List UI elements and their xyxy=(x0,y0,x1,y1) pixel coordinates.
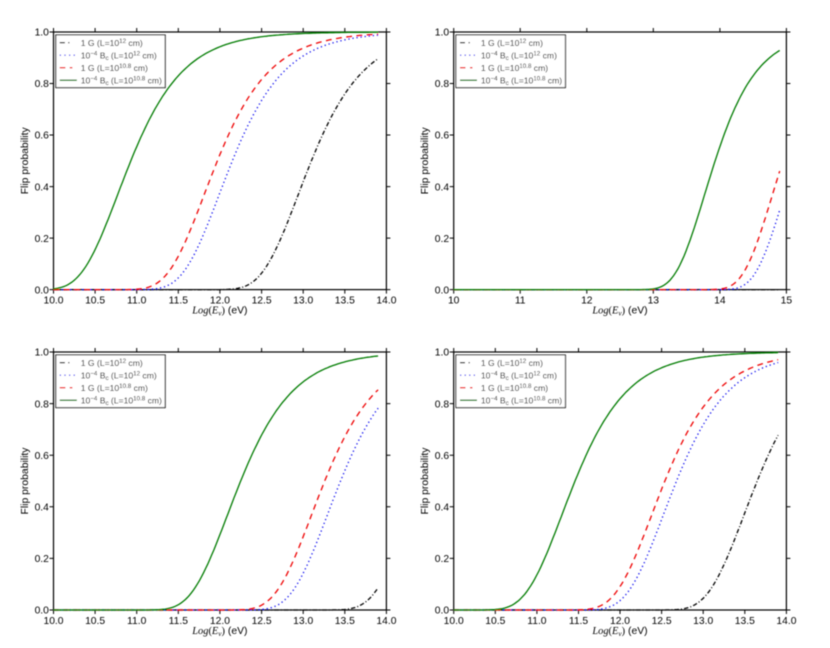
svg-text:13.5: 13.5 xyxy=(735,616,755,627)
svg-text:11.0: 11.0 xyxy=(127,296,147,307)
svg-text:Flip probability: Flip probability xyxy=(20,447,31,515)
svg-text:0.6: 0.6 xyxy=(435,131,450,142)
svg-text:1 G (L=1010.8 cm): 1 G (L=1010.8 cm) xyxy=(481,383,548,393)
svg-text:0.6: 0.6 xyxy=(435,451,450,462)
svg-text:Log(Eν) (eV): Log(Eν) (eV) xyxy=(191,306,247,318)
svg-text:12.5: 12.5 xyxy=(252,296,272,307)
svg-text:12.0: 12.0 xyxy=(210,616,230,627)
svg-text:10.0: 10.0 xyxy=(43,296,63,307)
svg-text:11: 11 xyxy=(515,296,526,307)
svg-text:1.0: 1.0 xyxy=(35,28,50,39)
svg-text:0.4: 0.4 xyxy=(435,182,450,193)
svg-text:10−4 Bc (L=1010.8 cm): 10−4 Bc (L=1010.8 cm) xyxy=(81,395,162,407)
svg-text:1.0: 1.0 xyxy=(435,28,450,39)
svg-text:12.0: 12.0 xyxy=(610,616,630,627)
svg-text:0.0: 0.0 xyxy=(35,285,50,296)
svg-text:14.0: 14.0 xyxy=(376,616,396,627)
svg-text:10.5: 10.5 xyxy=(85,296,105,307)
svg-text:10−4 Bc (L=1012 cm): 10−4 Bc (L=1012 cm) xyxy=(481,50,557,62)
svg-text:Flip probability: Flip probability xyxy=(20,127,31,195)
svg-text:0.0: 0.0 xyxy=(435,285,450,296)
svg-text:14.0: 14.0 xyxy=(776,616,796,627)
svg-text:12.5: 12.5 xyxy=(652,616,672,627)
svg-text:1 G (L=1010.8 cm): 1 G (L=1010.8 cm) xyxy=(81,383,148,393)
svg-text:12.5: 12.5 xyxy=(252,616,272,627)
svg-text:10: 10 xyxy=(448,296,460,307)
svg-text:10.5: 10.5 xyxy=(85,616,105,627)
svg-text:Log(Eν) (eV): Log(Eν) (eV) xyxy=(591,306,647,318)
svg-text:10−4 Bc (L=1012 cm): 10−4 Bc (L=1012 cm) xyxy=(481,370,557,382)
svg-text:14: 14 xyxy=(714,296,726,307)
svg-text:14.0: 14.0 xyxy=(376,296,396,307)
svg-text:1 G (L=1010.8 cm): 1 G (L=1010.8 cm) xyxy=(81,63,148,73)
svg-text:13.0: 13.0 xyxy=(293,616,313,627)
svg-text:0.2: 0.2 xyxy=(435,554,450,565)
svg-text:12: 12 xyxy=(581,296,593,307)
svg-text:0.4: 0.4 xyxy=(435,503,450,514)
svg-text:0.2: 0.2 xyxy=(435,234,450,245)
svg-text:10−4 Bc (L=1010.8 cm): 10−4 Bc (L=1010.8 cm) xyxy=(481,395,562,407)
svg-text:0.4: 0.4 xyxy=(35,182,50,193)
svg-text:11.5: 11.5 xyxy=(569,616,589,627)
svg-text:Flip probability: Flip probability xyxy=(420,127,431,195)
svg-text:0.4: 0.4 xyxy=(35,503,50,514)
svg-text:0.8: 0.8 xyxy=(35,399,50,410)
svg-text:10.5: 10.5 xyxy=(485,616,505,627)
svg-text:0.2: 0.2 xyxy=(35,234,50,245)
svg-text:11.0: 11.0 xyxy=(527,616,547,627)
svg-text:0.8: 0.8 xyxy=(435,399,450,410)
svg-text:0.8: 0.8 xyxy=(35,79,50,90)
svg-text:1 G (L=1012 cm): 1 G (L=1012 cm) xyxy=(481,38,543,48)
svg-text:11.0: 11.0 xyxy=(127,616,147,627)
svg-text:13.5: 13.5 xyxy=(335,296,355,307)
svg-text:1 G (L=1012 cm): 1 G (L=1012 cm) xyxy=(81,358,143,368)
svg-text:1 G (L=1010.8 cm): 1 G (L=1010.8 cm) xyxy=(481,63,548,73)
svg-text:1.0: 1.0 xyxy=(435,348,450,359)
svg-text:0.0: 0.0 xyxy=(35,606,50,617)
svg-text:1 G (L=1012 cm): 1 G (L=1012 cm) xyxy=(81,38,143,48)
svg-text:11.5: 11.5 xyxy=(169,616,189,627)
svg-text:13.5: 13.5 xyxy=(335,616,355,627)
svg-text:10.0: 10.0 xyxy=(43,616,63,627)
svg-text:0.6: 0.6 xyxy=(35,451,50,462)
svg-text:10−4 Bc (L=1012 cm): 10−4 Bc (L=1012 cm) xyxy=(81,370,157,382)
svg-text:13: 13 xyxy=(648,296,660,307)
svg-text:1 G (L=1012 cm): 1 G (L=1012 cm) xyxy=(481,358,543,368)
svg-text:Log(Eν) (eV): Log(Eν) (eV) xyxy=(191,626,247,638)
svg-text:10−4 Bc (L=1010.8 cm): 10−4 Bc (L=1010.8 cm) xyxy=(81,75,162,87)
svg-text:1.0: 1.0 xyxy=(35,348,50,359)
svg-text:0.6: 0.6 xyxy=(35,131,50,142)
svg-text:11.5: 11.5 xyxy=(169,296,189,307)
svg-text:0.8: 0.8 xyxy=(435,79,450,90)
svg-text:0.0: 0.0 xyxy=(435,606,450,617)
svg-text:10−4 Bc (L=1010.8 cm): 10−4 Bc (L=1010.8 cm) xyxy=(481,75,562,87)
svg-text:Flip probability: Flip probability xyxy=(420,447,431,515)
svg-text:10.0: 10.0 xyxy=(444,616,464,627)
svg-text:15: 15 xyxy=(781,296,793,307)
svg-text:0.2: 0.2 xyxy=(35,554,50,565)
svg-text:Log(Eν) (eV): Log(Eν) (eV) xyxy=(591,626,647,638)
svg-text:13.0: 13.0 xyxy=(693,616,713,627)
svg-text:12.0: 12.0 xyxy=(210,296,230,307)
svg-text:13.0: 13.0 xyxy=(293,296,313,307)
svg-text:10−4 Bc (L=1012 cm): 10−4 Bc (L=1012 cm) xyxy=(81,50,157,62)
